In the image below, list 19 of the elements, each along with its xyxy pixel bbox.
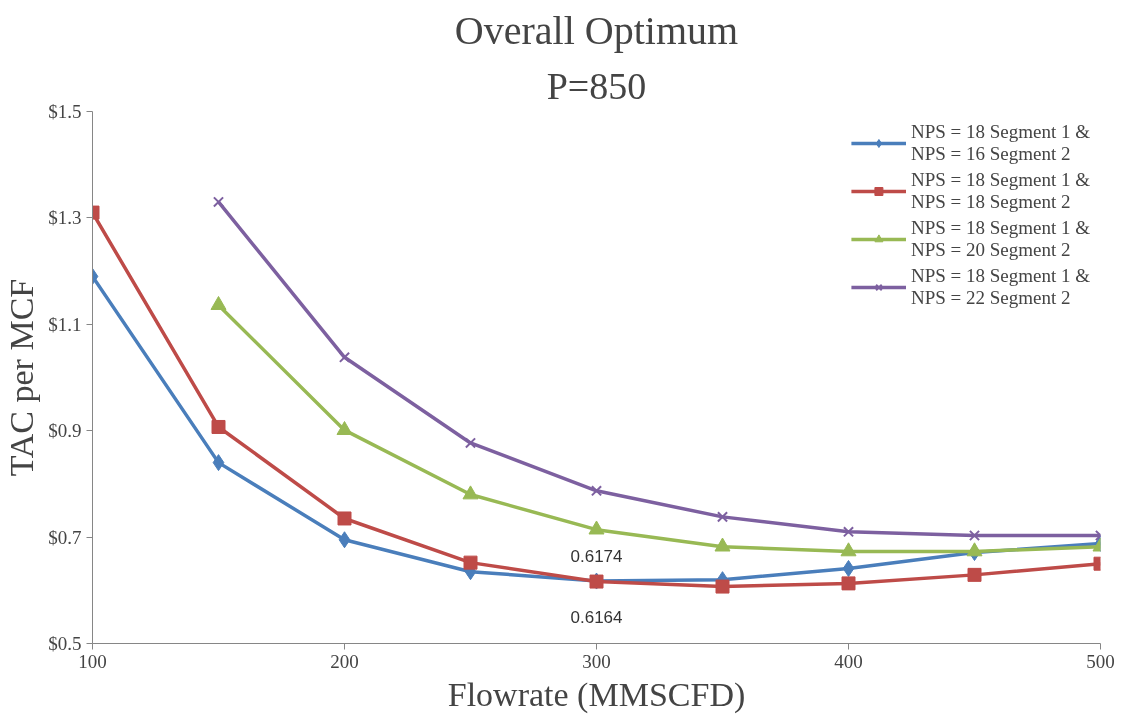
chart-title: Overall Optimum <box>454 7 739 53</box>
y-tick-label: $0.9 <box>48 420 82 442</box>
legend-label: NPS = 18 Segment 1 & NPS = 22 Segment 2 <box>910 265 1090 309</box>
annotation: 0.6174 <box>570 546 623 566</box>
legend-label: NPS = 18 Segment 1 & NPS = 20 Segment 2 <box>910 217 1090 261</box>
x-tick-label: 500 <box>1086 650 1115 672</box>
y-tick-label: $1.3 <box>48 207 82 229</box>
annotation: 0.6164 <box>570 607 623 627</box>
x-tick-label: 300 <box>582 650 611 672</box>
y-tick-label: $1.5 <box>48 101 82 122</box>
y-tick-label: $1.1 <box>48 313 82 335</box>
x-tick-label: 200 <box>330 650 359 672</box>
legend-label: NPS = 18 Segment 1 & NPS = 18 Segment 2 <box>910 169 1090 213</box>
x-axis-title: Flowrate (MMSCFD) <box>447 675 746 714</box>
x-tick-label: 400 <box>834 650 863 672</box>
y-axis-title: TAC per MCF <box>3 278 41 477</box>
legend-label: NPS = 18 Segment 1 & NPS = 16 Segment 2 <box>910 121 1090 165</box>
chart-subtitle: P=850 <box>546 64 647 107</box>
y-tick-label: $0.7 <box>48 526 82 548</box>
